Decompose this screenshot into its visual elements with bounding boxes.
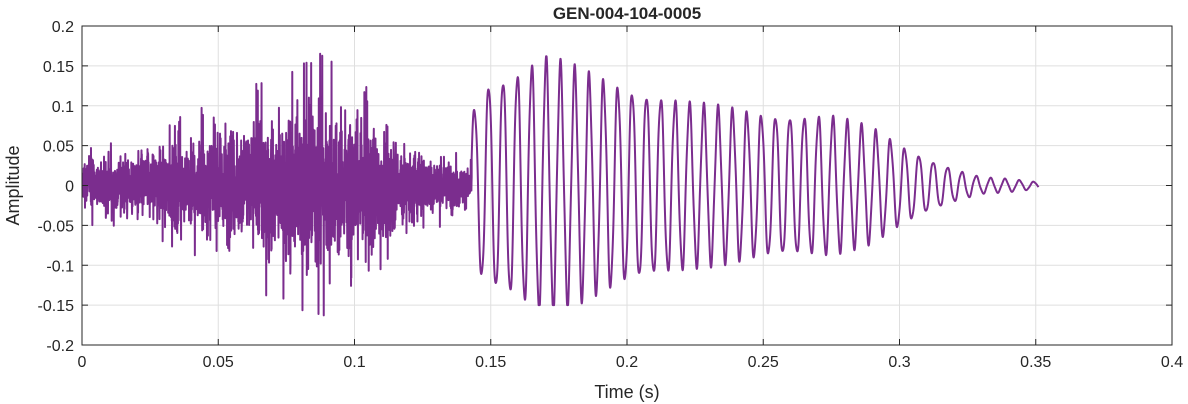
x-tick-label: 0.15	[475, 354, 506, 371]
x-tick-label: 0.35	[1020, 354, 1051, 371]
y-tick-label: 0.1	[52, 99, 74, 116]
x-axis-title: Time (s)	[594, 382, 659, 402]
y-tick-label: -0.15	[38, 298, 75, 315]
x-tick-label: 0.4	[1161, 354, 1183, 371]
y-tick-label: -0.2	[46, 338, 74, 355]
x-tick-label: 0.3	[888, 354, 910, 371]
y-tick-label: 0.05	[43, 139, 74, 156]
x-tick-label: 0.25	[748, 354, 779, 371]
y-tick-label: 0	[65, 179, 74, 196]
x-tick-label: 0.05	[203, 354, 234, 371]
x-tick-label: 0.1	[343, 354, 365, 371]
x-tick-label: 0	[78, 354, 87, 371]
series-line	[82, 52, 1040, 317]
chart-title: GEN-004-104-0005	[553, 4, 701, 23]
ticks: 0 0.05 0.1 0.15 0.2 0.25 0.3 0.35 0.4 0.2 0.15 0.1 0…	[38, 19, 1184, 371]
x-tick-label: 0.2	[616, 354, 638, 371]
y-axis-title: Amplitude	[3, 145, 23, 225]
y-tick-label: -0.1	[46, 258, 74, 275]
series-group	[82, 52, 1040, 317]
y-tick-label: -0.05	[38, 218, 75, 235]
y-tick-label: 0.2	[52, 19, 74, 36]
y-tick-label: 0.15	[43, 59, 74, 76]
